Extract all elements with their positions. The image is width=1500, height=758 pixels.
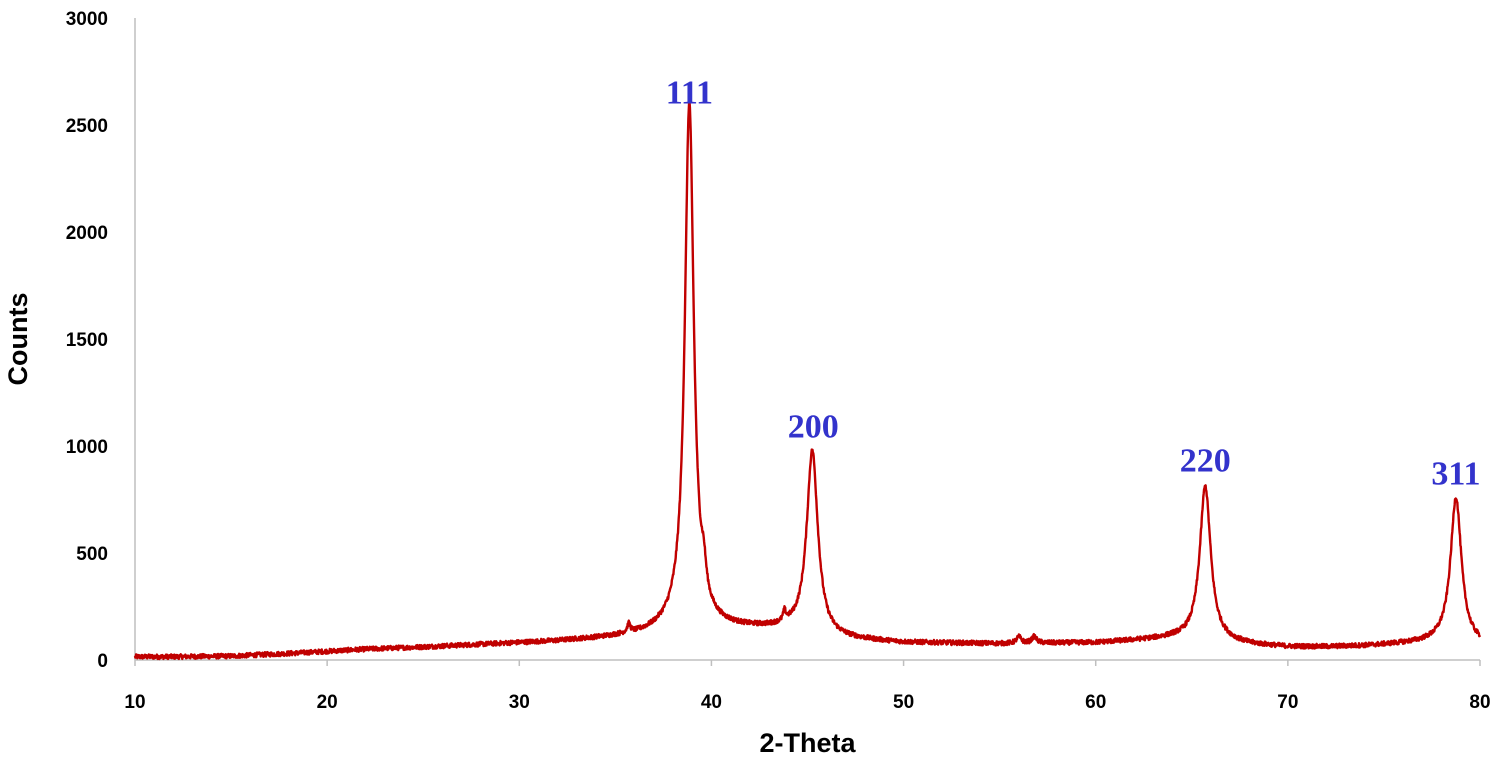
- axes: [134, 18, 1480, 661]
- x-tick-label: 80: [1469, 692, 1490, 713]
- peak-annotations: 111 200 220 311: [666, 75, 1481, 493]
- x-tick-label: 20: [317, 692, 338, 713]
- x-tick-label: 10: [124, 692, 145, 713]
- x-tick-label: 60: [1085, 692, 1106, 713]
- y-tick-label: 2000: [66, 223, 108, 244]
- peak-label-111: 111: [666, 75, 713, 112]
- y-tick-label: 2500: [66, 116, 108, 137]
- x-tick-label: 30: [509, 692, 530, 713]
- x-tick-label: 40: [701, 692, 722, 713]
- x-tick-label: 50: [893, 692, 914, 713]
- peak-label-220: 220: [1180, 443, 1231, 480]
- y-tick-label: 3000: [66, 9, 108, 30]
- y-axis-title: Counts: [3, 293, 33, 386]
- peak-label-311: 311: [1431, 456, 1480, 493]
- series-line-0: [133, 100, 1482, 661]
- y-tick-label: 500: [76, 544, 108, 565]
- peak-label-200: 200: [788, 408, 839, 445]
- y-tick-labels: 0 500 1000 1500 2000 2500 3000: [66, 9, 108, 672]
- x-tick-labels: 10 20 30 40 50 60 70 80: [124, 660, 1491, 713]
- y-tick-label: 0: [97, 651, 108, 672]
- x-tick-label: 70: [1277, 692, 1298, 713]
- x-axis-title: 2-Theta: [759, 728, 856, 758]
- y-tick-label: 1500: [66, 330, 108, 351]
- series-layer: [133, 100, 1482, 661]
- y-tick-label: 1000: [66, 437, 108, 458]
